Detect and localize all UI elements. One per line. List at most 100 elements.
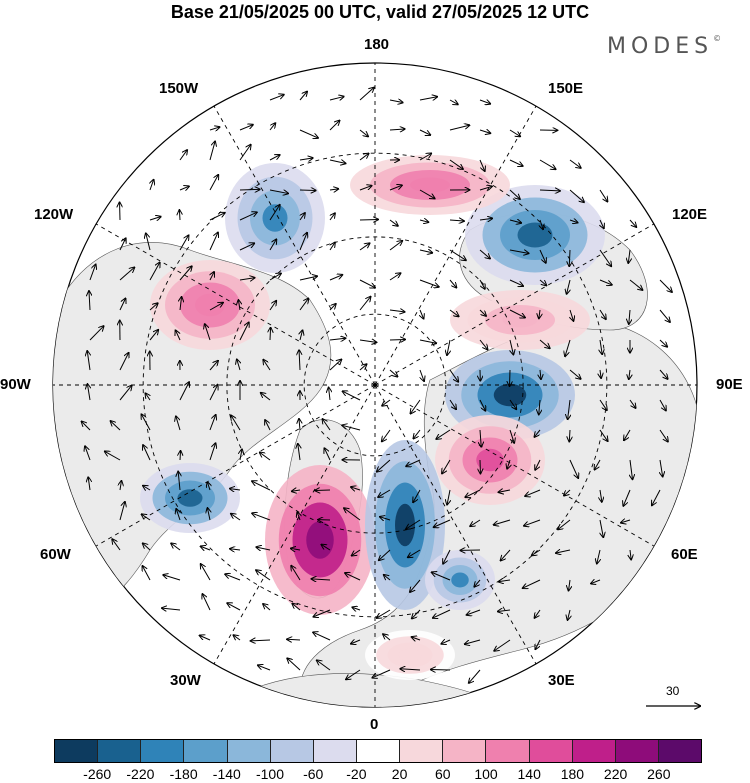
wind-vector: [449, 159, 463, 169]
wind-vector: [443, 549, 451, 564]
wind-vector: [227, 603, 241, 611]
wind-vector: [659, 309, 670, 322]
wind-vector: [449, 279, 456, 288]
wind-vector: [351, 640, 361, 644]
wind-vector: [179, 186, 189, 190]
longitude-label-90w: 90W: [0, 376, 31, 393]
wind-vector: [449, 220, 464, 221]
wind-vector: [539, 279, 546, 285]
wind-vector: [359, 219, 378, 220]
wind-vector: [389, 241, 402, 251]
wind-vector: [600, 519, 603, 537]
wind-vector: [342, 425, 361, 431]
wind-vector: [209, 303, 223, 311]
wind-vector: [558, 519, 571, 529]
wind-vector: [207, 482, 210, 491]
anomaly-contour-level: [517, 222, 553, 248]
colorbar-cell: [615, 740, 659, 762]
wind-vector: [143, 486, 151, 490]
wind-reference-label: 30: [666, 684, 680, 698]
wind-vector: [412, 609, 421, 618]
wind-vector: [317, 660, 331, 671]
wind-vector: [352, 549, 361, 556]
anomaly-contour-level: [502, 312, 538, 328]
colorbar-cell: [486, 740, 530, 762]
wind-vector: [329, 275, 342, 281]
wind-vector: [377, 609, 391, 618]
wind-vector: [178, 472, 180, 491]
wind-vector: [269, 155, 280, 161]
latitude-circle: [142, 152, 608, 618]
wind-vector: [179, 150, 187, 161]
wind-vector: [179, 266, 192, 281]
wind-vector: [600, 369, 601, 378]
wind-vector: [442, 459, 451, 473]
anomaly-contour-level: [451, 572, 469, 588]
wind-vector: [329, 243, 335, 251]
wind-vector: [269, 123, 275, 131]
wind-vector: [449, 309, 459, 316]
colorbar-tick-label: 60: [435, 766, 451, 782]
wind-vector: [230, 489, 241, 490]
anomaly-contour-level: [476, 448, 504, 472]
wind-vector: [209, 175, 218, 191]
wind-vector: [630, 549, 631, 559]
wind-vector: [510, 339, 513, 354]
wind-vector: [413, 429, 421, 438]
longitude-label-30e: 30E: [548, 672, 575, 689]
wind-vector: [323, 419, 331, 431]
wind-vector: [269, 301, 276, 311]
wind-vector: [345, 573, 361, 581]
anomaly-center: [150, 260, 270, 350]
wind-vector: [209, 142, 215, 161]
anomaly-center: [450, 290, 590, 350]
wind-vector: [119, 298, 125, 311]
wind-vector: [659, 399, 666, 410]
wind-vector: [494, 639, 511, 651]
wind-vector: [300, 330, 302, 341]
wind-vector: [344, 508, 361, 521]
wind-vector: [252, 481, 271, 491]
wind-vector: [287, 658, 301, 671]
wind-vector: [535, 609, 541, 618]
wind-vector: [372, 669, 391, 678]
north-america-land: [53, 242, 332, 608]
wind-vector: [479, 186, 492, 190]
colorbar: [54, 739, 702, 763]
wind-vector: [535, 639, 541, 649]
wind-vector: [433, 609, 451, 618]
wind-vector: [412, 637, 421, 640]
wind-vector: [629, 219, 636, 227]
wind-vectors: [82, 88, 672, 683]
colorbar-tick-label: -220: [126, 766, 155, 782]
meridian-line: [374, 384, 655, 547]
wind-vector: [406, 459, 421, 466]
colorbar-cell: [227, 740, 271, 762]
wind-vector: [119, 267, 134, 281]
wind-vector: [600, 339, 602, 354]
wind-vector: [419, 189, 435, 198]
wind-vector: [465, 489, 481, 497]
wind-vector: [436, 429, 451, 439]
wind-vector: [591, 580, 601, 584]
wind-vector: [171, 543, 181, 551]
colorbar-tick-label: 180: [560, 766, 585, 782]
wind-vector: [143, 445, 151, 461]
wind-vector: [568, 399, 570, 419]
wind-vector: [378, 489, 391, 497]
wind-vector: [87, 384, 90, 401]
wind-vector: [408, 549, 421, 557]
wind-vector: [569, 159, 581, 168]
colorbar-cell: [55, 740, 99, 762]
wind-vector: [539, 190, 560, 191]
colorbar-tick-label: 20: [391, 766, 408, 782]
wind-vector: [540, 369, 541, 379]
wind-vector: [251, 640, 271, 641]
meridian-line: [95, 384, 376, 547]
wind-vector: [384, 575, 391, 581]
anomaly-center: [265, 465, 375, 615]
wind-vector: [143, 543, 151, 551]
wind-vector: [509, 189, 520, 199]
wind-vector: [569, 429, 570, 441]
wind-vector: [499, 490, 511, 492]
